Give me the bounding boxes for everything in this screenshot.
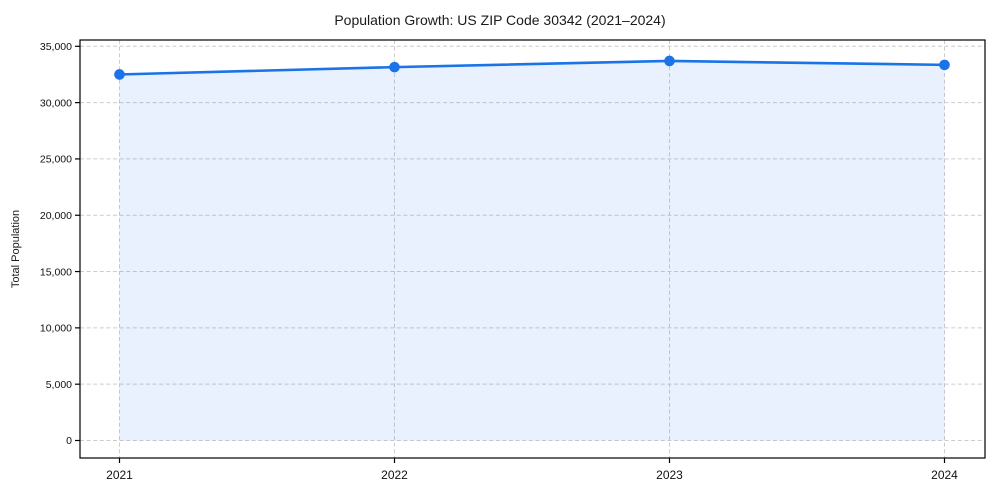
y-tick-label: 0 — [66, 435, 72, 447]
y-tick-label: 10,000 — [40, 323, 72, 335]
y-tick-label: 5,000 — [46, 379, 72, 391]
y-tick-label: 15,000 — [40, 266, 72, 278]
chart-title: Population Growth: US ZIP Code 30342 (20… — [334, 12, 666, 28]
x-tick-label: 2024 — [931, 468, 958, 482]
axes-frame — [79, 39, 986, 459]
y-tick-label: 30,000 — [40, 97, 72, 109]
y-tick-label: 20,000 — [40, 210, 72, 222]
x-tick-label: 2022 — [381, 468, 408, 482]
data-point — [389, 61, 400, 73]
y-tick-label: 35,000 — [40, 41, 72, 53]
data-point — [664, 55, 675, 67]
data-point — [114, 69, 125, 80]
x-tick-label: 2021 — [106, 468, 133, 482]
data-line — [118, 59, 946, 76]
y-tick-label: 25,000 — [40, 154, 72, 166]
data-point — [939, 59, 950, 71]
area-fill — [119, 60, 945, 441]
x-tick-label: 2023 — [656, 468, 683, 482]
